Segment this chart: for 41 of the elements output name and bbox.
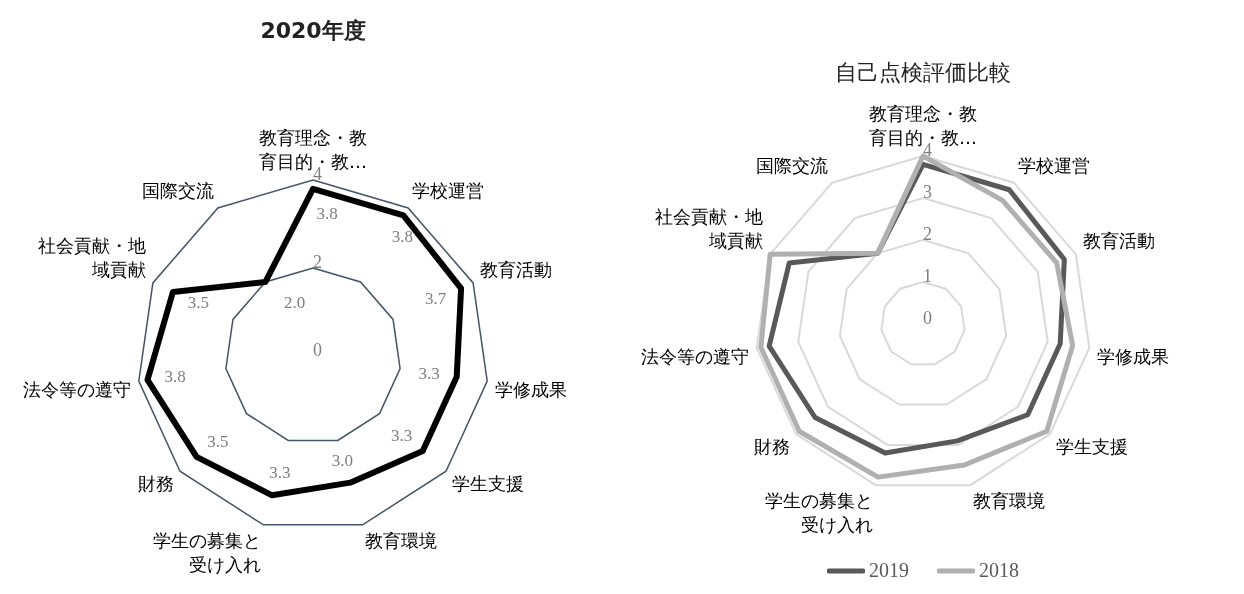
spoke-label: 学生の募集と受け入れ [765,489,874,535]
y-tick-label: 0 [313,340,322,360]
spoke-label: 教育活動 [480,258,553,280]
data-label: 3.5 [207,432,229,452]
chart-title: 自己点検評価比較 [834,59,1012,87]
spoke-label: 法令等の遵守 [640,346,749,368]
spoke-label: 学生の募集と受け入れ [153,529,262,575]
spoke-label: 財務 [137,473,174,495]
spoke-label: 国際交流 [141,180,214,202]
data-label: 3.8 [391,226,413,246]
spoke-label: 学校運営 [412,180,485,202]
spoke-label: 法令等の遵守 [22,379,131,401]
spoke-label: 学修成果 [495,379,568,401]
spoke-label: 教育環境 [364,529,437,551]
y-tick-label: 1 [923,266,932,286]
spoke-label: 教育環境 [972,489,1045,511]
data-label: 3.7 [424,289,447,309]
y-tick-label: 2 [923,224,932,244]
spoke-label: 財務 [753,436,790,458]
spoke-label: 学生支援 [452,473,525,495]
spoke-label: 社会貢献・地域貢献 [654,205,763,251]
data-label: 3.3 [418,364,440,384]
data-label: 2.0 [283,293,306,313]
data-label: 3.5 [187,293,210,312]
data-label: 3.8 [164,367,186,387]
data-label: 3.3 [390,426,413,446]
legend-label: 2019 [869,559,909,582]
legend-label: 2018 [979,559,1019,582]
spoke-label: 社会貢献・地域貢献 [37,234,146,280]
data-label: 3.8 [316,203,338,223]
y-tick-label: 2 [313,252,322,272]
chart-title: 2020年度 [259,17,367,45]
data-label: 3.3 [269,463,291,483]
y-tick-label: 3 [923,182,932,202]
y-tick-label: 0 [923,308,932,328]
spoke-label: 教育活動 [1083,229,1156,251]
data-label: 3.0 [331,450,353,470]
spoke-label: 学生支援 [1056,436,1129,458]
spoke-label: 国際交流 [755,154,828,176]
spoke-label: 学校運営 [1018,154,1091,176]
spoke-label: 学修成果 [1097,346,1170,368]
